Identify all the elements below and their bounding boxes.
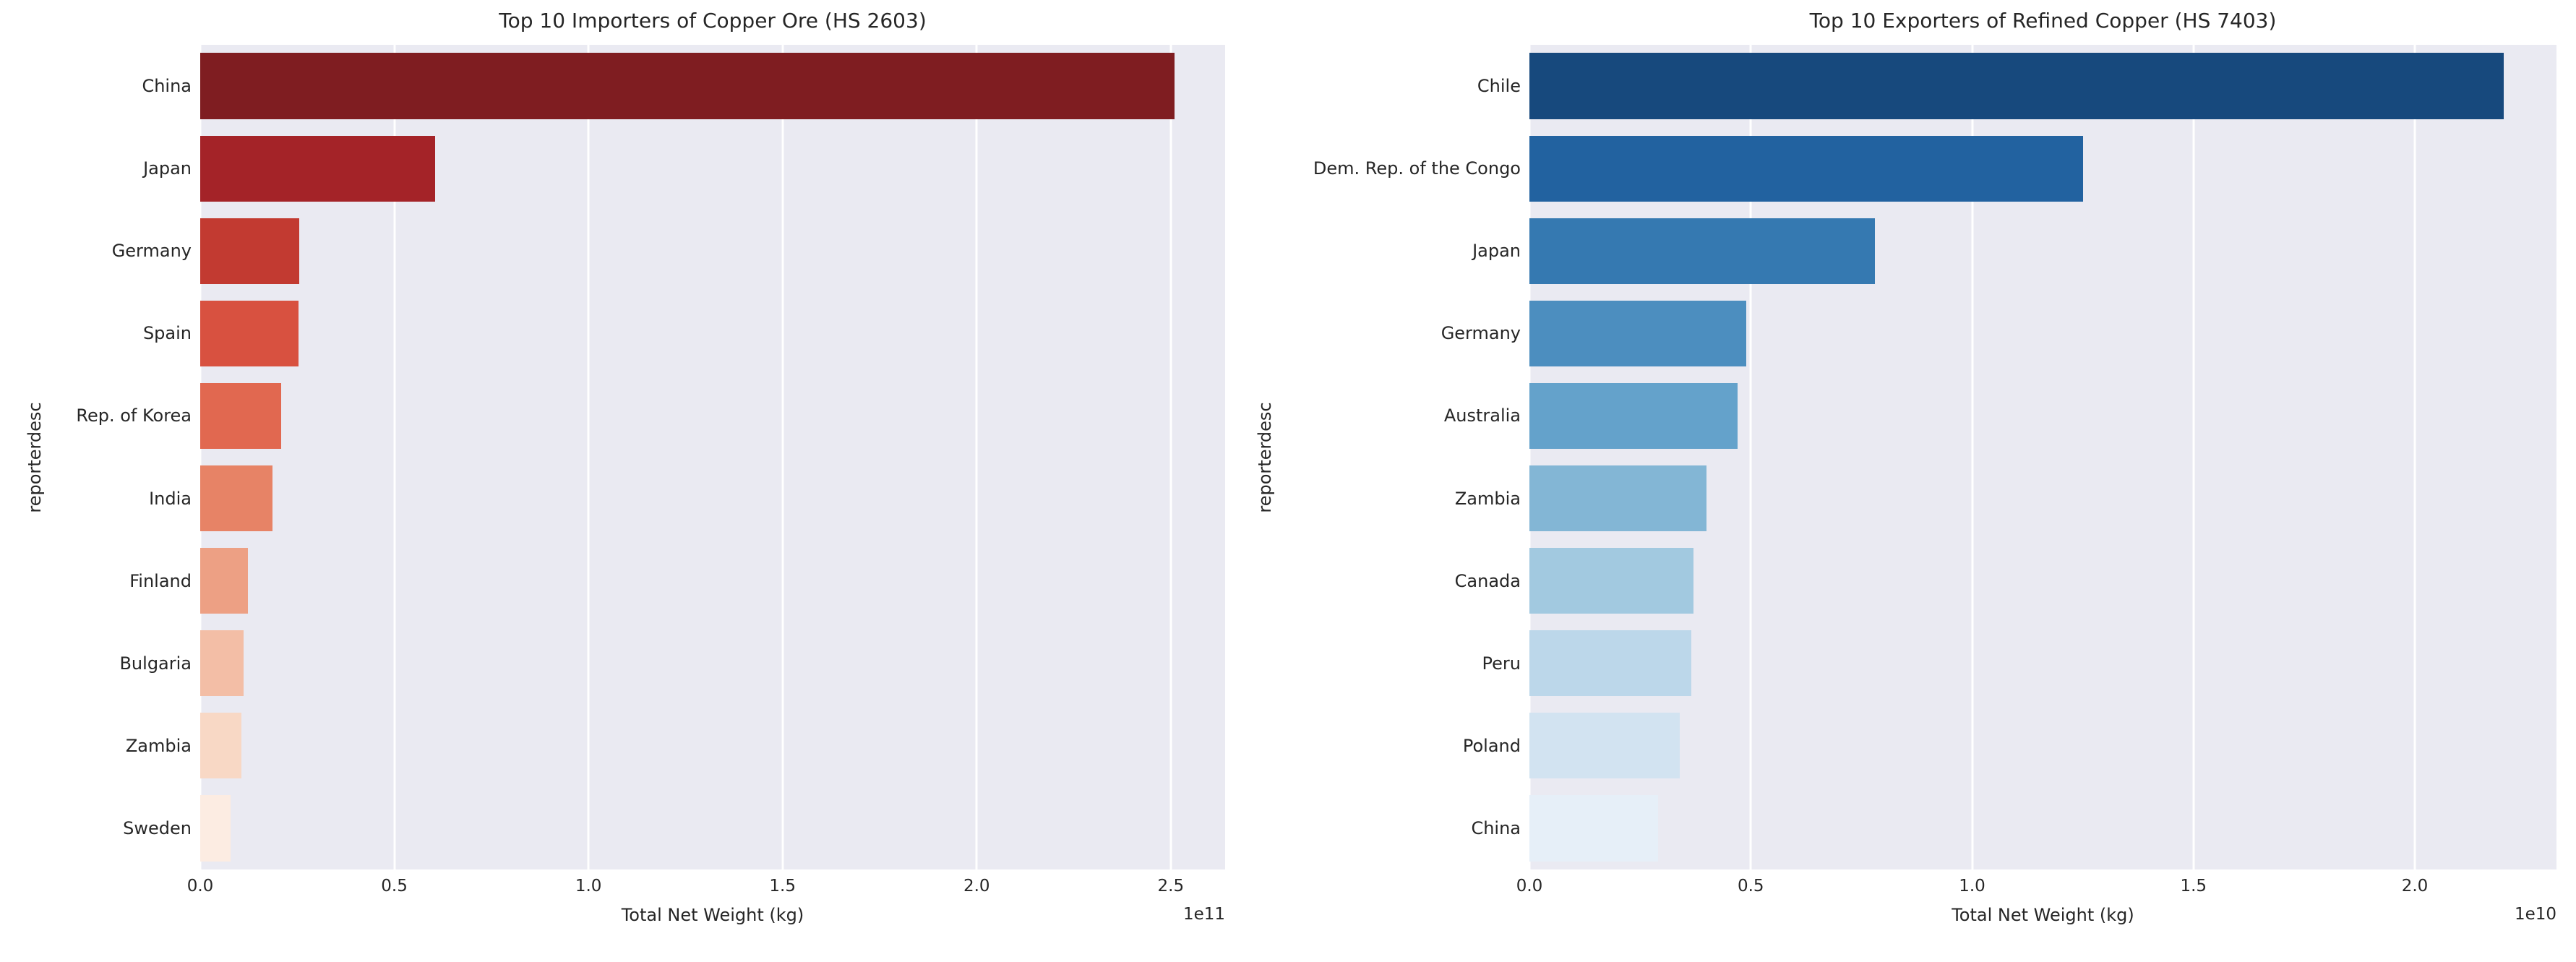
bar: [200, 218, 299, 284]
plot-area: [199, 45, 1225, 869]
x-tick-label: 1.0: [1959, 877, 1985, 896]
x-gridline: [781, 45, 784, 869]
x-axis-label: Total Net Weight (kg): [621, 905, 804, 925]
x-gridline: [1169, 45, 1172, 869]
bar: [1529, 300, 1747, 366]
y-tick-label: Australia: [1443, 405, 1521, 426]
y-tick-label: Japan: [1472, 241, 1521, 262]
y-axis-label: reporterdesc: [25, 401, 45, 513]
y-tick-label: Zambia: [125, 735, 192, 756]
x-tick-label: 2.0: [2401, 877, 2429, 896]
y-tick-label: Bulgaria: [119, 653, 192, 674]
y-tick-label: Chile: [1477, 76, 1521, 97]
y-tick-label: Canada: [1454, 570, 1521, 591]
bar: [200, 382, 281, 450]
x-tick-label: 1.0: [575, 877, 602, 896]
bar: [1529, 548, 1693, 614]
chart-title: Top 10 Importers of Copper Ore (HS 2603): [499, 9, 927, 33]
y-tick-label: China: [1471, 817, 1521, 838]
bar: [200, 53, 1175, 119]
bar: [200, 548, 248, 614]
y-tick-label: China: [142, 76, 192, 97]
x-tick-label: 1.5: [2180, 877, 2207, 896]
bar: [200, 630, 244, 697]
bar: [1529, 382, 1738, 450]
x-tick-label: 0.5: [1737, 877, 1764, 896]
chart-copper-ore-importers: Top 10 Importers of Copper Ore (HS 2603)…: [25, 9, 1225, 925]
bar: [1529, 135, 2083, 202]
bar: [200, 713, 241, 779]
bar: [1529, 218, 1875, 284]
x-gridline: [1749, 45, 1752, 869]
x-gridline: [199, 45, 202, 869]
axis-offset-text: 1e10: [2514, 905, 2556, 924]
y-tick-label: Peru: [1482, 653, 1521, 674]
x-gridline: [1971, 45, 1973, 869]
y-tick-label: Poland: [1462, 735, 1521, 756]
y-tick-label: Zambia: [1454, 488, 1521, 509]
x-tick-label: 0.0: [186, 877, 214, 896]
x-tick-label: 0.0: [1516, 877, 1543, 896]
y-tick-label: Germany: [1441, 323, 1521, 344]
x-gridline: [2192, 45, 2195, 869]
y-tick-label: Sweden: [123, 817, 192, 838]
bar: [200, 300, 299, 366]
bar: [200, 135, 435, 202]
y-tick-label: Japan: [143, 158, 192, 179]
x-tick-label: 1.5: [769, 877, 796, 896]
chart-refined-copper-exporters: Top 10 Exporters of Refined Copper (HS 7…: [1255, 0, 2576, 962]
bar: [1529, 795, 1658, 862]
bar: [200, 795, 231, 862]
bar: [1529, 465, 1706, 532]
x-gridline: [1528, 45, 1531, 869]
x-tick-label: 2.5: [1157, 877, 1185, 896]
y-axis-label: reporterdesc: [1255, 401, 1275, 513]
bar: [200, 465, 273, 532]
x-tick-label: 2.0: [963, 877, 990, 896]
x-tick-label: 0.5: [381, 877, 408, 896]
y-tick-label: Rep. of Korea: [76, 405, 192, 426]
x-gridline: [587, 45, 590, 869]
y-tick-label: India: [149, 488, 192, 509]
y-tick-label: Dem. Rep. of the Congo: [1313, 158, 1521, 179]
x-gridline: [393, 45, 396, 869]
y-tick-label: Germany: [111, 241, 192, 262]
chart-title: Top 10 Exporters of Refined Copper (HS 7…: [1809, 9, 2277, 33]
bar: [1529, 713, 1680, 779]
bar: [1529, 630, 1691, 697]
x-axis-label: Total Net Weight (kg): [1952, 905, 2134, 925]
x-gridline: [2413, 45, 2416, 869]
axis-offset-text: 1e11: [1182, 905, 1225, 924]
y-tick-label: Finland: [129, 570, 192, 591]
x-gridline: [975, 45, 978, 869]
bar: [1529, 53, 2504, 119]
plot-area: [1528, 45, 2556, 869]
y-tick-label: Spain: [142, 323, 192, 344]
